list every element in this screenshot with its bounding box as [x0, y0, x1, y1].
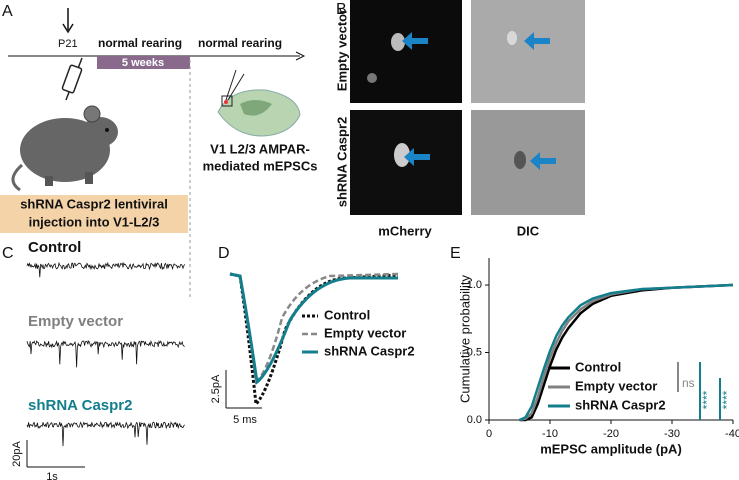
x-tick-label: -20 — [603, 428, 619, 440]
brain-slice — [217, 69, 301, 137]
legend-label: shRNA Caspr2 — [575, 397, 666, 412]
row-label: shRNA Caspr2 — [334, 117, 349, 208]
recording-text: mediated mEPSCs — [203, 158, 318, 173]
scale-label: 20pA — [11, 440, 23, 466]
duration: 5 weeks — [122, 57, 164, 69]
trace-label: Empty vector — [28, 313, 123, 330]
legend-label: Empty vector — [575, 378, 657, 393]
micrographs — [350, 0, 585, 215]
raw-trace — [26, 339, 185, 368]
panel-label: A — [2, 3, 13, 20]
panel-label: E — [450, 245, 461, 262]
raw-trace — [26, 420, 185, 447]
panel-label: D — [218, 245, 230, 262]
cumulative-chart: 0.0 0.5 1.0 0 -10 -20 -30 -40 mEPSC amplitude (p… — [457, 258, 739, 456]
duration-bar — [97, 56, 190, 69]
panel-label: C — [2, 245, 14, 262]
timeline-head — [295, 51, 306, 61]
cdf-line — [518, 283, 734, 422]
recording-text: V1 L2/3 AMPAR- — [210, 141, 310, 156]
mouse — [11, 105, 118, 192]
legend-label: Control — [324, 307, 370, 322]
injection-box — [0, 195, 188, 233]
x-axis-label: mEPSC amplitude (pA) — [540, 441, 682, 456]
column-label: DIC — [517, 223, 540, 238]
injection-text: injection into V1-L2/3 — [29, 214, 160, 229]
legend-label: Empty vector — [324, 325, 406, 340]
scale-label: 2.5pA — [210, 374, 222, 403]
row-label: Empty vector — [334, 9, 349, 91]
legend-label: Control — [575, 359, 621, 374]
injection-text: shRNA Caspr2 lentiviral — [20, 196, 168, 211]
scale-label: 1s — [46, 471, 58, 480]
y-tick-label: 0.0 — [467, 414, 482, 426]
trace-label: Control — [28, 239, 81, 256]
trace-label: shRNA Caspr2 — [28, 397, 132, 414]
phase: normal rearing — [198, 36, 282, 50]
x-tick-label: 0 — [486, 428, 492, 440]
raw-trace — [26, 261, 185, 278]
x-tick-label: -10 — [542, 428, 558, 440]
y-axis-label: Cumulative probability — [457, 275, 472, 403]
scale-label: 5 ms — [233, 414, 257, 426]
sig-label: **** — [700, 390, 714, 409]
column-label: mCherry — [378, 223, 432, 238]
y-tick-label: 0.5 — [467, 346, 482, 358]
sig-label: **** — [720, 390, 734, 409]
x-tick-label: -30 — [664, 428, 680, 440]
legend-label: shRNA Caspr2 — [324, 343, 415, 358]
age: P21 — [58, 38, 78, 50]
x-tick-label: -40 — [725, 428, 739, 440]
arrow-head — [62, 23, 74, 34]
average-traces — [229, 272, 399, 408]
panel-label: B — [336, 1, 347, 18]
phase: normal rearing — [98, 36, 182, 50]
y-tick-label: 1.0 — [467, 279, 482, 291]
raw-traces — [26, 261, 185, 447]
sig-label: ns — [682, 376, 695, 390]
syringe — [61, 57, 83, 101]
